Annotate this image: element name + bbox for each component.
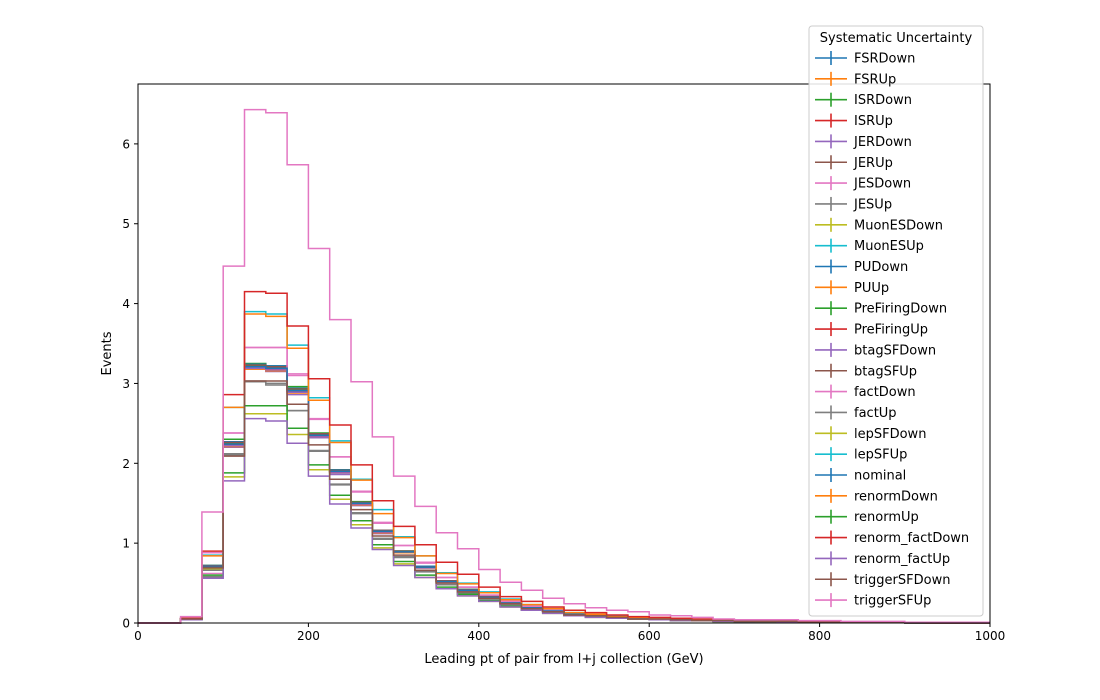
plot-frame bbox=[137, 83, 991, 624]
legend-label-lepSFUp: lepSFUp bbox=[854, 448, 907, 463]
legend-label-ISRDown: ISRDown bbox=[854, 93, 912, 108]
legend-label-FSRDown: FSRDown bbox=[854, 52, 915, 67]
legend-label-renorm_factUp: renorm_factUp bbox=[854, 552, 950, 567]
y-tick-label: 2 bbox=[122, 457, 130, 471]
legend-label-lepSFDown: lepSFDown bbox=[854, 427, 926, 442]
legend-label-FSRUp: FSRUp bbox=[854, 72, 896, 87]
y-tick-label: 1 bbox=[122, 537, 130, 551]
legend-label-JESUp: JESUp bbox=[853, 197, 892, 212]
x-tick-label: 400 bbox=[467, 629, 490, 643]
series-line-triggerSFDown bbox=[138, 380, 990, 624]
x-axis-label: Leading pt of pair from l+j collection (… bbox=[424, 652, 703, 667]
legend-label-factUp: factUp bbox=[854, 406, 897, 421]
y-tick-label: 6 bbox=[122, 137, 130, 151]
series-line-triggerSFUp bbox=[138, 108, 990, 624]
legend-label-MuonESUp: MuonESUp bbox=[854, 239, 924, 254]
legend-label-PreFiringUp: PreFiringUp bbox=[854, 323, 928, 338]
series-layer bbox=[138, 108, 990, 624]
legend-label-btagSFDown: btagSFDown bbox=[854, 343, 936, 358]
legend-label-PUUp: PUUp bbox=[854, 281, 889, 296]
legend-box bbox=[808, 25, 984, 617]
y-axis-label: Events bbox=[100, 331, 115, 375]
x-axis: 0 200 400 600 800 1000 bbox=[134, 623, 1005, 643]
y-tick-label: 5 bbox=[122, 217, 130, 231]
legend-label-renorm_factDown: renorm_factDown bbox=[854, 531, 969, 546]
y-axis: 0 1 2 3 4 5 6 bbox=[122, 137, 138, 631]
legend-title: Systematic Uncertainty bbox=[820, 31, 973, 46]
legend-label-nominal: nominal bbox=[854, 469, 906, 484]
x-tick-label: 800 bbox=[808, 629, 831, 643]
legend-label-renormUp: renormUp bbox=[854, 510, 919, 525]
legend-label-MuonESDown: MuonESDown bbox=[854, 218, 943, 233]
legend-label-JERDown: JERDown bbox=[853, 135, 912, 150]
legend-label-PreFiringDown: PreFiringDown bbox=[854, 302, 947, 317]
legend-items: FSRDown FSRUp ISRDown ISRUp JERDown JERUp JESD… bbox=[815, 51, 969, 609]
legend-label-triggerSFUp: triggerSFUp bbox=[854, 594, 931, 609]
legend-label-PUDown: PUDown bbox=[854, 260, 908, 275]
y-tick-label: 3 bbox=[122, 377, 130, 391]
x-tick-label: 600 bbox=[638, 629, 661, 643]
legend-label-btagSFUp: btagSFUp bbox=[854, 364, 917, 379]
x-tick-label: 1000 bbox=[975, 629, 1006, 643]
legend-label-ISRUp: ISRUp bbox=[854, 114, 893, 129]
y-tick-label: 4 bbox=[122, 297, 130, 311]
legend-label-triggerSFDown: triggerSFDown bbox=[854, 573, 950, 588]
legend-label-JERUp: JERUp bbox=[853, 156, 893, 171]
legend: Systematic Uncertainty FSRDown FSRUp ISRDo… bbox=[808, 25, 984, 617]
legend-label-renormDown: renormDown bbox=[854, 489, 938, 504]
legend-label-factDown: factDown bbox=[854, 385, 916, 400]
x-tick-label: 0 bbox=[134, 629, 142, 643]
legend-label-JESDown: JESDown bbox=[853, 177, 911, 192]
x-tick-label: 200 bbox=[297, 629, 320, 643]
y-tick-label: 0 bbox=[122, 617, 130, 631]
